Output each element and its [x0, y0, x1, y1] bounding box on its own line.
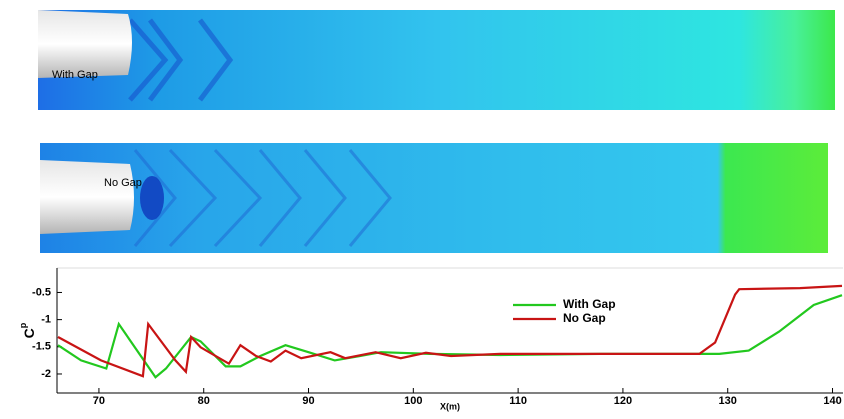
y-tick-label: -2: [41, 368, 51, 380]
contour-no-gap: No Gap: [40, 143, 828, 253]
x-tick-label: 80: [198, 395, 210, 407]
panel-label: No Gap: [104, 177, 142, 189]
series-line: [57, 284, 843, 378]
x-tick-label: 140: [823, 395, 841, 407]
nozzle: [38, 10, 132, 78]
legend-label: No Gap: [563, 311, 606, 325]
contour-field: [38, 10, 835, 110]
contour-with-gap: With Gap: [38, 10, 835, 110]
x-tick-label: 90: [302, 395, 314, 407]
nozzle: [40, 160, 134, 234]
legend-label: With Gap: [563, 297, 616, 311]
plot-area: [57, 284, 843, 379]
series-line: [57, 294, 843, 379]
shock-pattern: [133, 148, 392, 248]
x-axis-label: X(m): [440, 401, 460, 411]
x-tick-label: 120: [614, 395, 632, 407]
y-axis-label: Cp: [18, 322, 36, 338]
x-tick-label: 100: [404, 395, 422, 407]
panel-label: With Gap: [52, 69, 98, 81]
y-tick-label: -1: [41, 314, 51, 326]
x-tick-label: 70: [93, 395, 105, 407]
chart: -2 -1.5 -1 -0.5 70 80 90 100 110 120 130 140 X(m) Cp W…: [18, 267, 843, 411]
y-tick-label: -1.5: [32, 341, 51, 353]
y-tick-label: -0.5: [32, 286, 51, 298]
contour-field: [40, 143, 828, 253]
expansion-core: [140, 176, 164, 220]
shock-pattern: [128, 18, 234, 102]
y-axis-label-main: C: [21, 328, 37, 338]
x-tick-label: 110: [509, 395, 527, 407]
y-axis-label-sub: p: [18, 322, 28, 328]
x-tick-label: 130: [719, 395, 737, 407]
